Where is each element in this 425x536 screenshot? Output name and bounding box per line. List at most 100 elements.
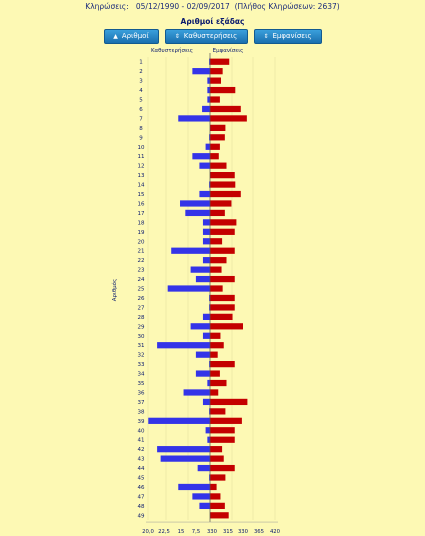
appearance-bar: [210, 351, 218, 358]
category-label: 11: [138, 154, 145, 160]
delay-bar: [209, 181, 210, 188]
category-label: 18: [138, 220, 145, 226]
appearance-bar: [210, 408, 226, 415]
category-label: 10: [138, 145, 145, 151]
category-label: 5: [139, 98, 143, 104]
category-label: 7: [139, 116, 143, 122]
delay-bar: [160, 455, 210, 462]
delay-bar: [209, 58, 210, 65]
appearance-bar: [210, 379, 227, 387]
delay-bar: [157, 342, 210, 349]
date-range: 05/12/1990 - 02/09/2017: [135, 2, 230, 11]
delay-bar: [207, 379, 210, 387]
appearance-bar: [210, 209, 225, 217]
appearance-bar: [210, 105, 241, 113]
category-label: 46: [138, 485, 145, 491]
delay-bar: [207, 77, 210, 84]
sort-by-delay-button[interactable]: ⇕ Καθυστερήσεις: [164, 29, 248, 44]
delay-bar: [197, 464, 210, 472]
category-label: 17: [138, 211, 145, 217]
category-label: 33: [138, 362, 145, 368]
delay-bar: [209, 134, 210, 141]
appearance-bar: [210, 323, 243, 330]
delay-bar: [148, 417, 210, 424]
category-label: 41: [138, 438, 145, 444]
appearance-bar: [210, 190, 241, 198]
sort-icon: ⇕: [174, 33, 180, 40]
appearance-bar: [210, 134, 225, 141]
category-label: 42: [138, 447, 145, 453]
category-label: 27: [138, 305, 145, 311]
x-tick-label: 420: [270, 529, 281, 535]
delay-bar: [195, 351, 210, 358]
appearance-bar: [210, 332, 221, 339]
category-label: 48: [138, 504, 145, 510]
appearance-bar: [210, 219, 237, 226]
up-arrow-icon: ▲: [113, 33, 118, 40]
category-label: 30: [138, 334, 145, 340]
sort-by-number-button[interactable]: ▲ Αριθμοί: [103, 29, 159, 44]
appearance-bar: [210, 304, 235, 311]
delay-bar: [202, 219, 210, 226]
sort-by-appearance-label: Εμφανίσεις: [272, 32, 312, 40]
appearance-bar: [210, 200, 232, 207]
delay-bar: [185, 209, 210, 217]
draw-info: Κληρώσεις: 05/12/1990 - 02/09/2017 (Πλήθ…: [0, 2, 425, 11]
appearance-bar: [210, 417, 242, 424]
delay-bar: [199, 190, 210, 198]
appearance-bar: [210, 124, 226, 131]
category-label: 14: [138, 183, 145, 189]
delay-bar: [207, 86, 210, 94]
category-label: 23: [138, 268, 145, 274]
appearance-bar: [210, 427, 235, 434]
appearance-bar: [210, 502, 225, 509]
appearance-bar: [210, 474, 226, 481]
appearance-bar: [210, 370, 220, 377]
delay-bar: [180, 200, 210, 207]
delay-bar: [199, 162, 210, 169]
appearance-bar: [210, 342, 224, 349]
delay-bar: [202, 257, 210, 264]
appearance-bar: [210, 247, 235, 254]
appearance-bar: [210, 275, 235, 283]
appearance-bar: [210, 143, 220, 150]
appearance-bar: [210, 512, 229, 519]
delay-bar: [195, 275, 210, 283]
appearance-bar: [210, 493, 221, 500]
delay-bar: [192, 153, 210, 160]
x-tick-label: 7,5: [192, 529, 200, 535]
x-tick-label: 22,5: [158, 529, 170, 535]
left-column-header: Καθυστερήσεις: [151, 47, 193, 54]
y-axis-label: Αριθμός: [111, 279, 118, 302]
category-label: 34: [138, 372, 145, 378]
category-label: 40: [138, 428, 145, 434]
category-label: 37: [138, 400, 145, 406]
sort-by-delay-label: Καθυστερήσεις: [183, 32, 238, 40]
category-label: 38: [138, 409, 145, 415]
delay-bar: [209, 361, 210, 368]
appearance-bar: [210, 483, 217, 491]
category-label: 32: [138, 353, 145, 359]
delay-bar: [199, 502, 210, 509]
appearance-bar: [210, 285, 223, 292]
right-column-header: Εμφανίσεις: [213, 47, 244, 54]
category-label: 45: [138, 476, 145, 482]
sort-by-appearance-button[interactable]: ⇕ Εμφανίσεις: [253, 29, 322, 44]
delay-bar: [202, 398, 210, 406]
sort-icon: ⇕: [263, 33, 269, 40]
appearance-bar: [210, 96, 220, 103]
category-label: 2: [139, 69, 143, 75]
delay-bar: [202, 105, 210, 113]
x-tick-label: 20,0: [142, 529, 154, 535]
category-label: 16: [138, 201, 145, 207]
appearance-bar: [210, 389, 219, 396]
category-label: 44: [138, 466, 145, 472]
delay-bar: [171, 247, 210, 254]
appearance-bar: [210, 446, 223, 453]
sort-by-number-label: Αριθμοί: [121, 32, 149, 40]
delay-bar: [190, 266, 210, 273]
delay-bar: [207, 96, 210, 103]
delay-bar: [195, 370, 210, 377]
category-label: 39: [138, 419, 145, 425]
